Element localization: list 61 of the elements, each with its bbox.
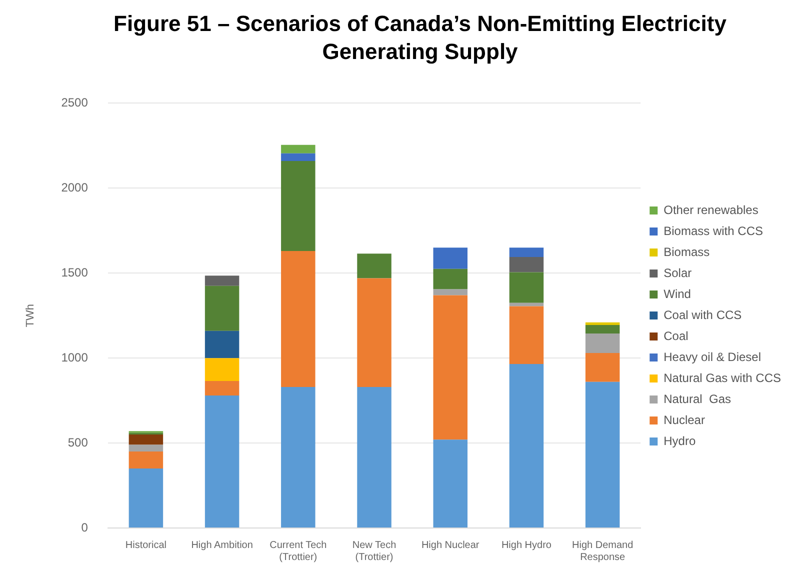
bar [509, 248, 544, 257]
bar [585, 322, 620, 325]
legend-label: Solar [664, 266, 692, 280]
legend-label: Heavy oil & Diesel [664, 350, 762, 364]
x-tick-label: New Tech (Trottier) [352, 540, 396, 563]
legend-label: Coal [664, 328, 688, 343]
x-tick-label: High Demand Response [572, 540, 634, 563]
bar [204, 286, 240, 331]
y-axis-title: TWh [24, 304, 37, 328]
bar [509, 272, 544, 303]
bar [204, 276, 240, 286]
bar [357, 386, 392, 528]
legend-label: Wind [664, 286, 691, 301]
y-tick-label: 1000 [61, 350, 88, 364]
bar [281, 160, 316, 252]
legend-label: Coal with CCS [664, 308, 742, 322]
bar [585, 324, 620, 334]
bar [509, 302, 544, 306]
bar [433, 268, 468, 290]
bar [204, 381, 240, 396]
bar [433, 248, 468, 269]
y-tick-label: 0 [81, 520, 88, 534]
bar [128, 468, 164, 528]
bar [585, 352, 620, 382]
bar [128, 434, 164, 445]
bar [204, 395, 240, 528]
legend-label: Nuclear [664, 412, 705, 427]
bar [509, 256, 544, 272]
bar [204, 330, 240, 358]
bar [281, 386, 316, 528]
bar [357, 254, 392, 278]
legend-label: Biomass with CCS [664, 224, 763, 238]
bar [585, 333, 620, 353]
bar [204, 358, 240, 382]
x-tick-label: High Nuclear [421, 540, 480, 551]
bar [433, 440, 468, 528]
bar [281, 144, 316, 154]
bar [433, 295, 468, 440]
chart-title: Figure 51 – Scenarios of Canada’s Non-Emitting Electricity Generating Supply [112, 10, 728, 66]
bar [128, 452, 164, 469]
bar [128, 444, 164, 452]
x-tick-label: Historical [125, 540, 167, 551]
legend-label: Natural Gas [664, 392, 731, 406]
bar [509, 306, 544, 364]
bar [585, 382, 620, 528]
bar [509, 364, 544, 528]
y-tick-label: 2500 [61, 96, 88, 110]
x-tick-label: High Ambition [191, 540, 253, 551]
y-tick-label: 500 [68, 435, 88, 450]
legend-label: Natural Gas with CCS [664, 370, 782, 385]
x-tick-label: Current Tech (Trottier) [270, 540, 327, 563]
y-tick-label: 2000 [61, 180, 88, 194]
bar [281, 153, 316, 161]
bar [357, 278, 392, 387]
bar [281, 251, 316, 387]
legend-label: Hydro [664, 434, 696, 448]
x-tick-label: High Hydro [501, 540, 552, 551]
bar [433, 289, 468, 296]
legend-label: Other renewables [664, 202, 758, 217]
y-tick-label: 1500 [61, 265, 88, 280]
legend-label: Biomass [664, 244, 710, 259]
